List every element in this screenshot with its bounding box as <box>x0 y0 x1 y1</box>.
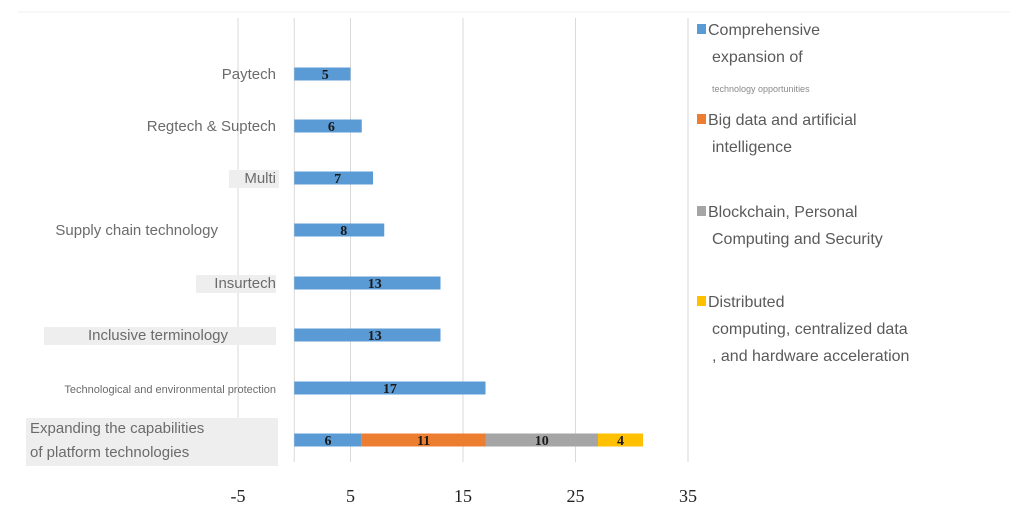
bar-value-label: 13 <box>368 329 382 344</box>
legend-swatch <box>697 206 706 216</box>
legend-label: computing, centralized data <box>712 321 908 338</box>
legend-swatch <box>697 296 706 306</box>
legend-label: Computing and Security <box>712 231 883 248</box>
legend-label: expansion of <box>712 49 803 66</box>
legend-label: Blockchain, Personal <box>708 204 857 221</box>
bar-segment <box>485 433 598 447</box>
bar-value-label: 17 <box>383 382 397 397</box>
bar-segment <box>294 223 385 237</box>
bar-value-label: 6 <box>325 434 332 449</box>
bar-segment <box>294 433 362 447</box>
category-label-highlight <box>44 327 276 345</box>
category-label-highlight <box>229 170 279 188</box>
x-tick-label: 5 <box>346 486 355 506</box>
legend-label: Comprehensive <box>708 22 820 39</box>
bar-value-label: 8 <box>340 224 347 239</box>
bar-value-label: 6 <box>328 120 335 135</box>
legend-label: Distributed <box>708 294 784 311</box>
bar-value-label: 7 <box>334 172 341 187</box>
bar-value-label: 5 <box>322 68 329 83</box>
bar-segment <box>294 276 441 290</box>
category-label-highlight <box>196 275 276 293</box>
category-label: Technological and environmental protecti… <box>64 384 276 396</box>
bar-value-label: 4 <box>617 434 624 449</box>
category-label: Supply chain technology <box>55 222 218 239</box>
legend-label: intelligence <box>712 139 792 156</box>
category-label: Regtech & Suptech <box>147 118 276 135</box>
bar-segment <box>294 381 486 395</box>
legend-label: , and hardware acceleration <box>712 348 909 365</box>
bar-segment <box>361 433 486 447</box>
legend-label-small: technology opportunities <box>712 84 810 94</box>
bar-segment <box>294 328 441 342</box>
x-tick-label: 35 <box>679 486 697 506</box>
bar-segment <box>598 433 643 447</box>
bar-segment <box>294 171 373 185</box>
category-label-highlight <box>26 418 278 466</box>
legend-swatch <box>697 24 706 34</box>
category-label: of platform technologies <box>30 444 189 461</box>
x-tick-label: 15 <box>454 486 472 506</box>
category-label: Expanding the capabilities <box>30 420 204 437</box>
x-tick-label: -5 <box>231 486 246 506</box>
legend-swatch <box>697 114 706 124</box>
bar-value-label: 13 <box>368 277 382 292</box>
category-label: Inclusive terminology <box>88 327 229 344</box>
bar-value-label: 10 <box>535 434 549 449</box>
category-label: Paytech <box>222 66 276 83</box>
category-label: Insurtech <box>214 275 276 292</box>
bar-value-label: 11 <box>417 434 430 449</box>
category-label: Multi <box>244 170 276 187</box>
bar-segment <box>294 119 362 133</box>
x-tick-label: 25 <box>567 486 585 506</box>
bar-segment <box>294 67 351 81</box>
legend-label: Big data and artificial <box>708 112 857 129</box>
